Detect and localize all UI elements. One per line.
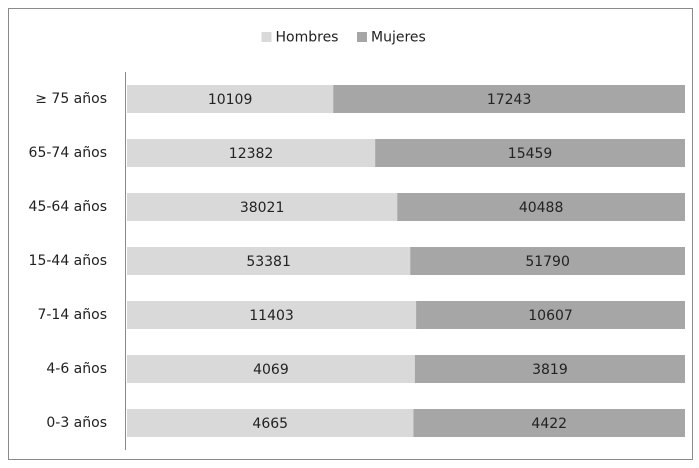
data-label: 4665 — [252, 416, 288, 432]
bar-segment — [333, 85, 685, 113]
data-label: 10607 — [528, 308, 573, 324]
data-label: 51790 — [525, 254, 570, 270]
data-label: 10109 — [208, 92, 253, 108]
data-label: 4422 — [531, 416, 567, 432]
legend-swatch — [357, 32, 367, 42]
data-label: 53381 — [246, 254, 291, 270]
data-label: 11403 — [249, 308, 294, 324]
data-label: 40488 — [519, 200, 564, 216]
data-label: 17243 — [487, 92, 532, 108]
data-label: 12382 — [229, 146, 274, 162]
legend-swatch — [261, 32, 272, 42]
bar-segment — [416, 301, 685, 329]
y-tick-label: 65-74 años — [29, 145, 107, 161]
data-label: 15459 — [508, 146, 553, 162]
y-tick-label: ≥ 75 años — [35, 91, 107, 107]
legend-label: Hombres — [276, 30, 339, 46]
bar-segment — [127, 247, 411, 275]
data-label: 4069 — [253, 362, 289, 378]
bar-segment — [127, 355, 415, 383]
data-label: 3819 — [532, 362, 568, 378]
bar-segment — [127, 409, 414, 437]
bar-segment — [127, 193, 398, 221]
chart-frame — [8, 8, 693, 460]
y-tick-label: 4-6 años — [46, 361, 107, 377]
y-tick-label: 45-64 años — [29, 199, 107, 215]
bar-segment — [127, 301, 417, 329]
y-tick-label: 0-3 años — [46, 415, 107, 431]
data-label: 38021 — [240, 200, 285, 216]
legend-label: Mujeres — [371, 30, 426, 46]
bar-segment — [127, 139, 376, 167]
y-tick-label: 15-44 años — [29, 253, 107, 269]
bar-segment — [397, 193, 685, 221]
bar-segment — [413, 409, 685, 437]
bar-segment — [410, 247, 685, 275]
y-tick-label: 7-14 años — [37, 307, 107, 323]
bar-segment — [127, 85, 334, 113]
bar-segment — [414, 355, 685, 383]
bar-segment — [375, 139, 685, 167]
